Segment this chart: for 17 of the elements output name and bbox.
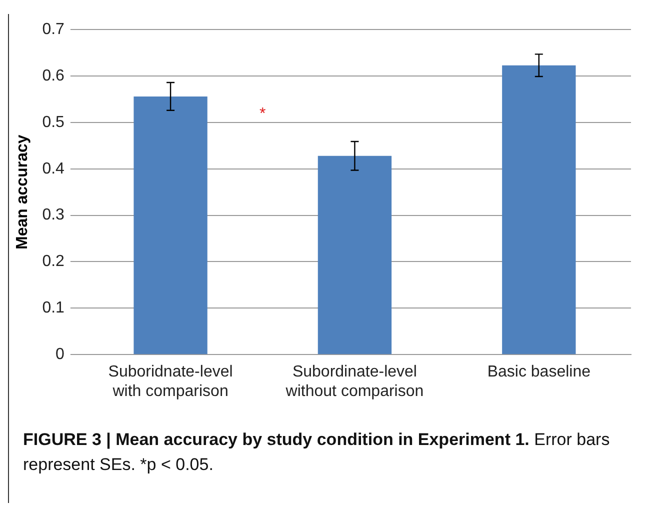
y-tick-label: 0.6 [42,67,65,84]
y-axis-title: Mean accuracy [14,134,32,250]
y-tick-label: 0.3 [42,206,65,224]
text: FIGURE 3 | Mean accuracy by study condition in Experiment 1. [23,430,530,449]
x-tick-label: Basic baseline [487,364,591,381]
y-tick-label: 0.4 [42,160,65,178]
y-tick-label: 0 [56,346,65,364]
y-tick-label: 0.2 [42,253,65,270]
bar [502,65,576,354]
y-tick-label: 0.1 [42,300,65,317]
y-tick-label: 0.7 [42,21,65,38]
bar [318,156,392,354]
x-tick-label: Suboridnate-level with comparison [108,364,233,400]
bar [134,96,208,354]
annotation: * [260,106,266,123]
x-tick-label: Subordinate-level without comparison [284,364,424,400]
y-tick-label: 0.5 [42,114,65,131]
